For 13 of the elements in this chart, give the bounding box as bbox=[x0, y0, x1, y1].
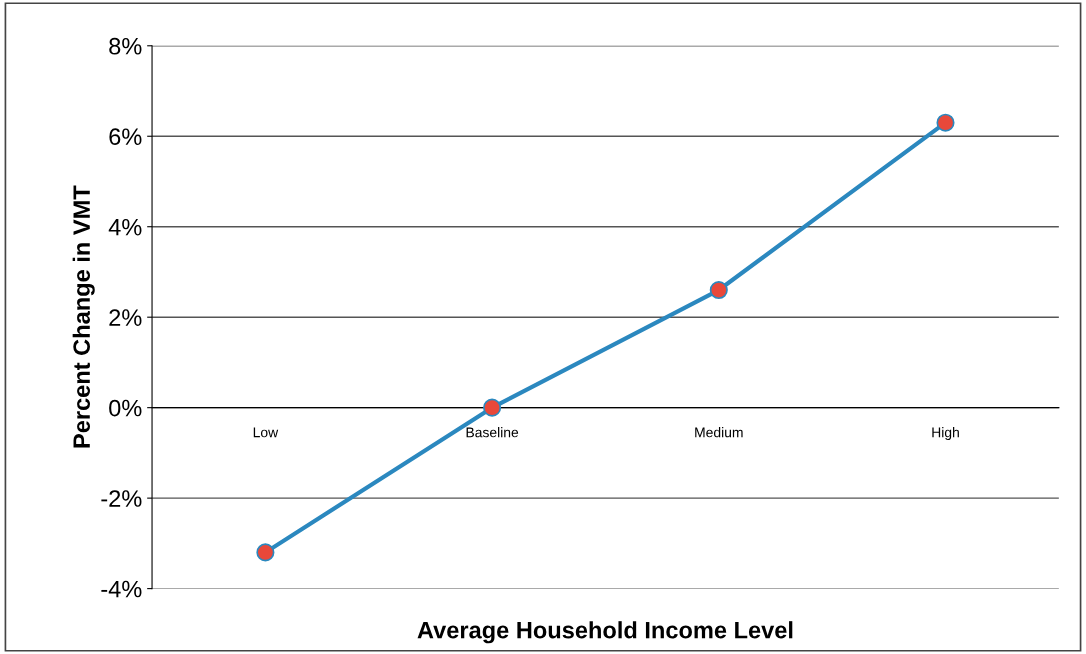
x-tick-label: Baseline bbox=[466, 427, 519, 438]
y-axis-title: Percent Change in VMT bbox=[72, 185, 95, 448]
x-tick-label: Low bbox=[253, 427, 279, 438]
y-tick-label: -2% bbox=[101, 490, 142, 507]
x-axis-title: Average Household Income Level bbox=[417, 621, 793, 644]
y-tick-label: 2% bbox=[109, 309, 142, 326]
y-tick-label: 8% bbox=[109, 37, 142, 55]
y-tick-label: 6% bbox=[109, 128, 142, 146]
y-tick-label: -4% bbox=[101, 580, 142, 598]
x-tick-label: High bbox=[932, 427, 959, 441]
x-tick-label: Medium bbox=[695, 427, 743, 438]
y-tick-label: 0% bbox=[109, 399, 142, 417]
y-tick-label: 4% bbox=[108, 218, 142, 236]
